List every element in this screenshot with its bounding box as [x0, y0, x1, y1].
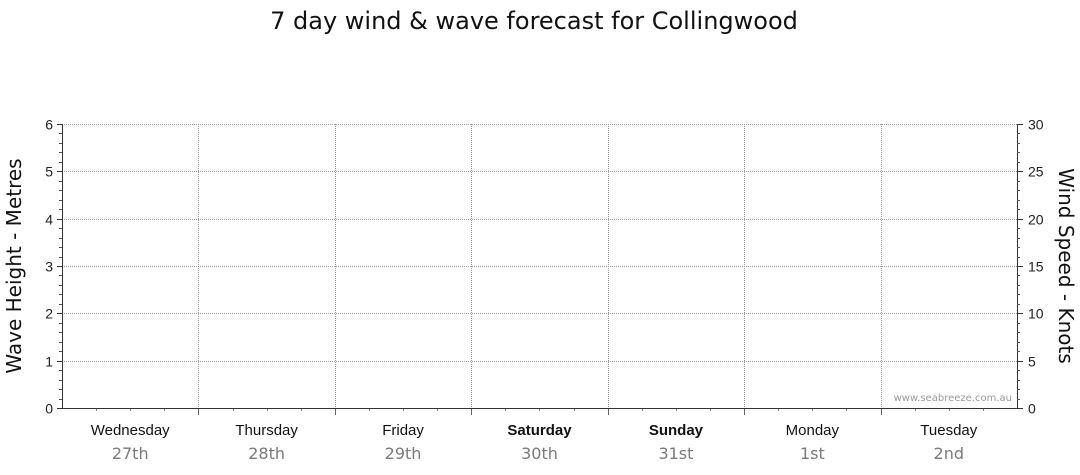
date-label: 29th — [385, 444, 422, 463]
right-tick-label: 0 — [1028, 401, 1036, 417]
left-tick-label: 5 — [45, 164, 53, 180]
date-label: 1st — [800, 444, 825, 463]
date-label: 31st — [658, 444, 693, 463]
date-label: 30th — [521, 444, 558, 463]
day-label: Monday — [786, 422, 840, 439]
day-label: Friday — [382, 422, 424, 439]
left-tick-label: 4 — [45, 212, 53, 228]
credit-text: www.seabreeze.com.au — [894, 393, 1012, 404]
chart-title: 7 day wind & wave forecast for Collingwo… — [270, 7, 798, 35]
left-tick-label: 3 — [45, 259, 53, 275]
date-label: 28th — [248, 444, 285, 463]
right-tick-label: 20 — [1028, 212, 1044, 228]
left-tick-label: 0 — [45, 401, 53, 417]
right-tick-label: 10 — [1028, 306, 1044, 322]
left-axis-title: Wave Height - Metres — [2, 158, 26, 373]
date-label: 27th — [112, 444, 149, 463]
plot-area: 0 1 2 3 4 5 6 0 5 10 15 20 25 30 Wednesday 27th Thursday… — [45, 117, 1044, 464]
right-tick-label: 30 — [1028, 117, 1044, 133]
day-label: Saturday — [507, 422, 572, 439]
day-label: Thursday — [235, 422, 298, 439]
right-tick-label: 5 — [1028, 354, 1036, 370]
right-tick-label: 15 — [1028, 259, 1044, 275]
left-tick-label: 2 — [45, 306, 53, 322]
left-tick-label: 1 — [45, 354, 53, 370]
left-tick-label: 6 — [45, 117, 53, 133]
right-axis-title: Wind Speed - Knots — [1054, 168, 1078, 364]
day-label: Sunday — [649, 422, 704, 439]
day-label: Wednesday — [91, 422, 170, 439]
date-label: 2nd — [934, 444, 964, 463]
right-tick-label: 25 — [1028, 164, 1044, 180]
day-label: Tuesday — [920, 422, 977, 439]
